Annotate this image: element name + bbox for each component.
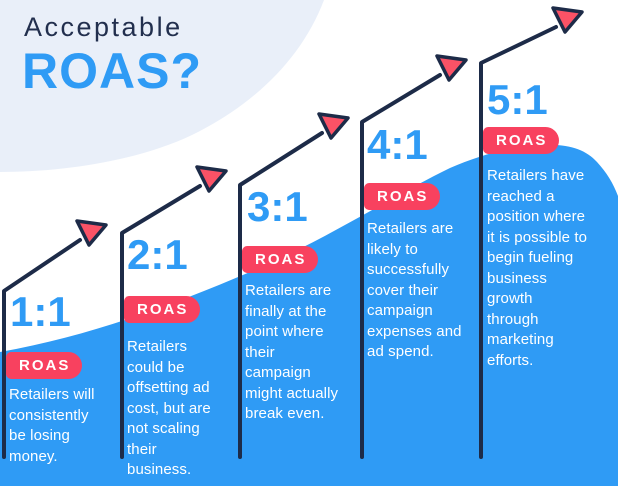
page-title: ROAS? [22, 43, 202, 99]
column-description-1: Retailers will consistently be losing mo… [9, 386, 95, 465]
light-corner-blob [0, 0, 324, 172]
arrow-marker-icon [435, 54, 468, 82]
column-description-3: Retailers are finally at the point where… [245, 282, 339, 422]
growth-arrow-2 [120, 184, 202, 459]
roas-badge-4: ROAS [364, 183, 440, 210]
arrow-marker-icon [551, 6, 584, 34]
ratio-label-5: 5:1 [487, 76, 548, 123]
growth-arrow-4 [360, 73, 442, 459]
growth-arrow-1 [2, 238, 82, 459]
arrow-marker-icon [75, 219, 108, 247]
ratio-label-4: 4:1 [367, 121, 428, 168]
arrow-marker-icon [195, 165, 228, 193]
arrow-marker-icon [317, 112, 350, 140]
roas-badge-5: ROAS [483, 127, 559, 154]
ratio-label-2: 2:1 [127, 231, 188, 278]
roas-badge-2: ROAS [124, 296, 200, 323]
column-description-5: Retailers have reached a position where … [487, 167, 588, 369]
roas-badge-1: ROAS [6, 352, 82, 379]
ratio-label-1: 1:1 [10, 288, 71, 335]
growth-arrow-3 [238, 131, 324, 459]
roas-badge-3: ROAS [242, 246, 318, 273]
blue-wave-shape [0, 144, 618, 486]
growth-arrow-5 [479, 25, 558, 459]
ratio-label-3: 3:1 [247, 183, 308, 230]
title-kicker: Acceptable [24, 12, 183, 42]
column-description-2: Retailers could be offsetting ad cost, b… [127, 338, 211, 478]
column-description-4: Retailers are likely to successfully cov… [367, 220, 462, 360]
